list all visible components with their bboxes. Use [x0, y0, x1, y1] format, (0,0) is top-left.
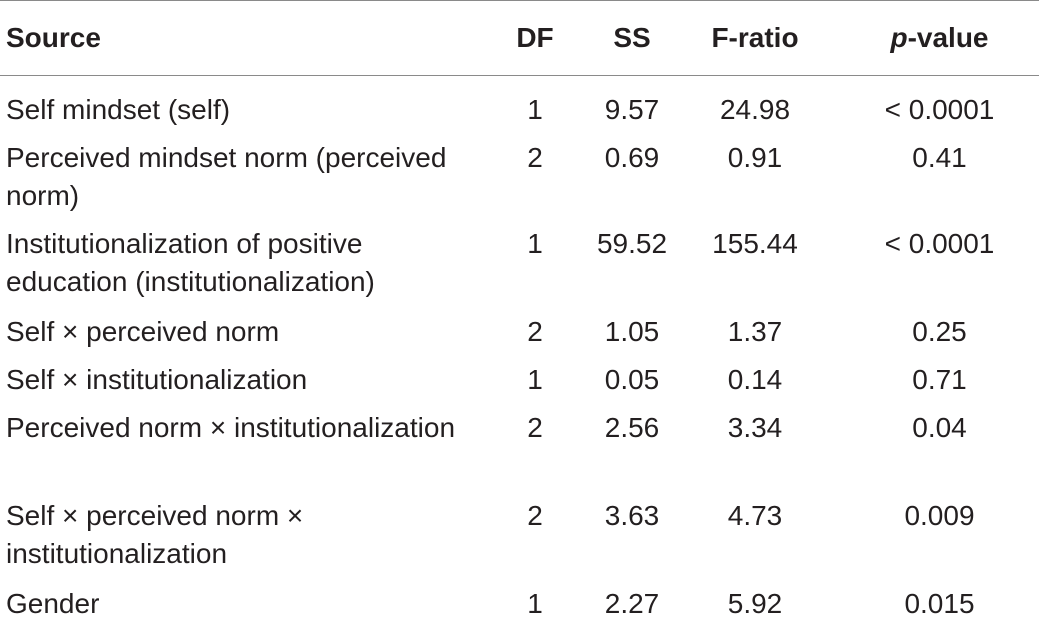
table-row: Perceived mindset norm (perceived norm) … [0, 129, 1039, 215]
cell-f-ratio: 155.44 [670, 215, 840, 303]
cell-f-ratio: 0.91 [670, 129, 840, 215]
cell-p-value: < 0.0001 [840, 215, 1039, 303]
table-row: Self × perceived norm × institutionaliza… [0, 487, 1039, 575]
table-row: Institutionalization of positive educati… [0, 215, 1039, 303]
cell-df: 1 [470, 215, 570, 303]
table-row: Self mindset (self) 1 9.57 24.98 < 0.000… [0, 76, 1039, 130]
cell-p-value: 0.009 [840, 487, 1039, 575]
table-header: Source DF SS F-ratio p-value [0, 1, 1039, 76]
cell-ss: 9.57 [570, 76, 670, 130]
header-f-ratio: F-ratio [670, 1, 840, 76]
cell-source: Self mindset (self) [0, 76, 470, 130]
cell-source: Perceived mindset norm (perceived norm) [0, 129, 470, 215]
header-ss: SS [570, 1, 670, 76]
cell-df: 2 [470, 487, 570, 575]
cell-ss: 2.27 [570, 575, 670, 623]
table-row: Self × institutionalization 1 0.05 0.14 … [0, 351, 1039, 399]
cell-ss: 2.56 [570, 399, 670, 487]
cell-f-ratio: 5.92 [670, 575, 840, 623]
table-row: Self × perceived norm 2 1.05 1.37 0.25 [0, 303, 1039, 351]
cell-ss: 0.69 [570, 129, 670, 215]
cell-p-value: < 0.0001 [840, 76, 1039, 130]
table-row: Gender 1 2.27 5.92 0.015 [0, 575, 1039, 623]
cell-ss: 1.05 [570, 303, 670, 351]
cell-df: 2 [470, 399, 570, 487]
cell-p-value: 0.71 [840, 351, 1039, 399]
header-df: DF [470, 1, 570, 76]
cell-p-value: 0.41 [840, 129, 1039, 215]
cell-source: Institutionalization of positive educati… [0, 215, 470, 303]
cell-ss: 59.52 [570, 215, 670, 303]
cell-f-ratio: 0.14 [670, 351, 840, 399]
cell-f-ratio: 4.73 [670, 487, 840, 575]
cell-source: Self × perceived norm × institutionaliza… [0, 487, 470, 575]
table-row: Perceived norm × institutionalization 2 … [0, 399, 1039, 487]
header-p-rest: -value [908, 22, 989, 53]
cell-p-value: 0.25 [840, 303, 1039, 351]
cell-df: 1 [470, 575, 570, 623]
cell-ss: 0.05 [570, 351, 670, 399]
header-p-value: p-value [840, 1, 1039, 76]
cell-p-value: 0.04 [840, 399, 1039, 487]
table-body: Self mindset (self) 1 9.57 24.98 < 0.000… [0, 76, 1039, 623]
cell-source: Perceived norm × institutionalization [0, 399, 470, 487]
cell-p-value: 0.015 [840, 575, 1039, 623]
cell-source: Self × institutionalization [0, 351, 470, 399]
cell-source: Self × perceived norm [0, 303, 470, 351]
cell-f-ratio: 24.98 [670, 76, 840, 130]
cell-df: 2 [470, 303, 570, 351]
header-row: Source DF SS F-ratio p-value [0, 1, 1039, 76]
header-p-italic: p [890, 22, 907, 53]
cell-f-ratio: 3.34 [670, 399, 840, 487]
header-source: Source [0, 1, 470, 76]
cell-source: Gender [0, 575, 470, 623]
cell-ss: 3.63 [570, 487, 670, 575]
cell-f-ratio: 1.37 [670, 303, 840, 351]
cell-df: 2 [470, 129, 570, 215]
cell-df: 1 [470, 351, 570, 399]
cell-df: 1 [470, 76, 570, 130]
